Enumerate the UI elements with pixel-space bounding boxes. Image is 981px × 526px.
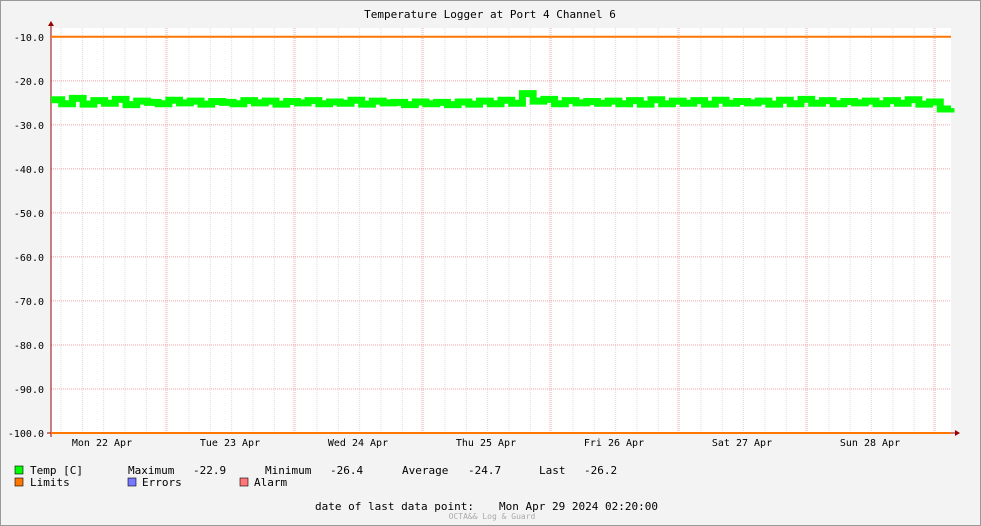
plot-area [51, 28, 951, 433]
x-tick-label: Thu 25 Apr [456, 438, 516, 449]
y-tick-label: -60.0 [14, 253, 44, 264]
y-tick-label: -100.0 [8, 429, 44, 440]
y-tick-label: -40.0 [14, 165, 44, 176]
x-tick-label: Tue 23 Apr [200, 438, 260, 449]
axis-arrow [48, 21, 54, 26]
x-tick-label: Sun 28 Apr [840, 438, 900, 449]
stat-label: Maximum [128, 464, 175, 477]
y-tick-label: -30.0 [14, 121, 44, 132]
temp-line [51, 90, 955, 113]
stat-label: Last [539, 464, 566, 477]
x-tick-label: Sat 27 Apr [712, 438, 772, 449]
stat-label: Average [402, 464, 448, 477]
y-tick-label: -90.0 [14, 385, 44, 396]
x-tick-label: Mon 22 Apr [72, 438, 132, 449]
legend-swatch [14, 465, 24, 475]
y-tick-label: -20.0 [14, 77, 44, 88]
stat-value: -24.7 [468, 464, 501, 477]
footer-label: date of last data point: [315, 500, 474, 513]
footer-date: Mon Apr 29 2024 02:20:00 [499, 500, 658, 513]
stat-value: -22.9 [193, 464, 226, 477]
stat-value: -26.4 [330, 464, 363, 477]
stat-label: Minimum [265, 464, 312, 477]
y-tick-label: -70.0 [14, 297, 44, 308]
x-tick-label: Wed 24 Apr [328, 438, 388, 449]
y-tick-label: -50.0 [14, 209, 44, 220]
y-tick-label: -80.0 [14, 341, 44, 352]
legend-swatch [127, 477, 137, 487]
legend-label: Limits [30, 476, 70, 489]
axis-arrow [955, 430, 960, 436]
chart-title: Temperature Logger at Port 4 Channel 6 [364, 8, 616, 21]
legend-label: Errors [142, 476, 182, 489]
y-tick-label: -10.0 [14, 33, 44, 44]
x-tick-label: Fri 26 Apr [584, 438, 644, 449]
legend-label: Alarm [254, 476, 287, 489]
legend-swatch [239, 477, 249, 487]
watermark: OCTA&& Log & Guard [449, 512, 536, 521]
legend-label: Temp [C] [30, 464, 83, 477]
stat-value: -26.2 [584, 464, 617, 477]
legend-swatch [14, 477, 24, 487]
